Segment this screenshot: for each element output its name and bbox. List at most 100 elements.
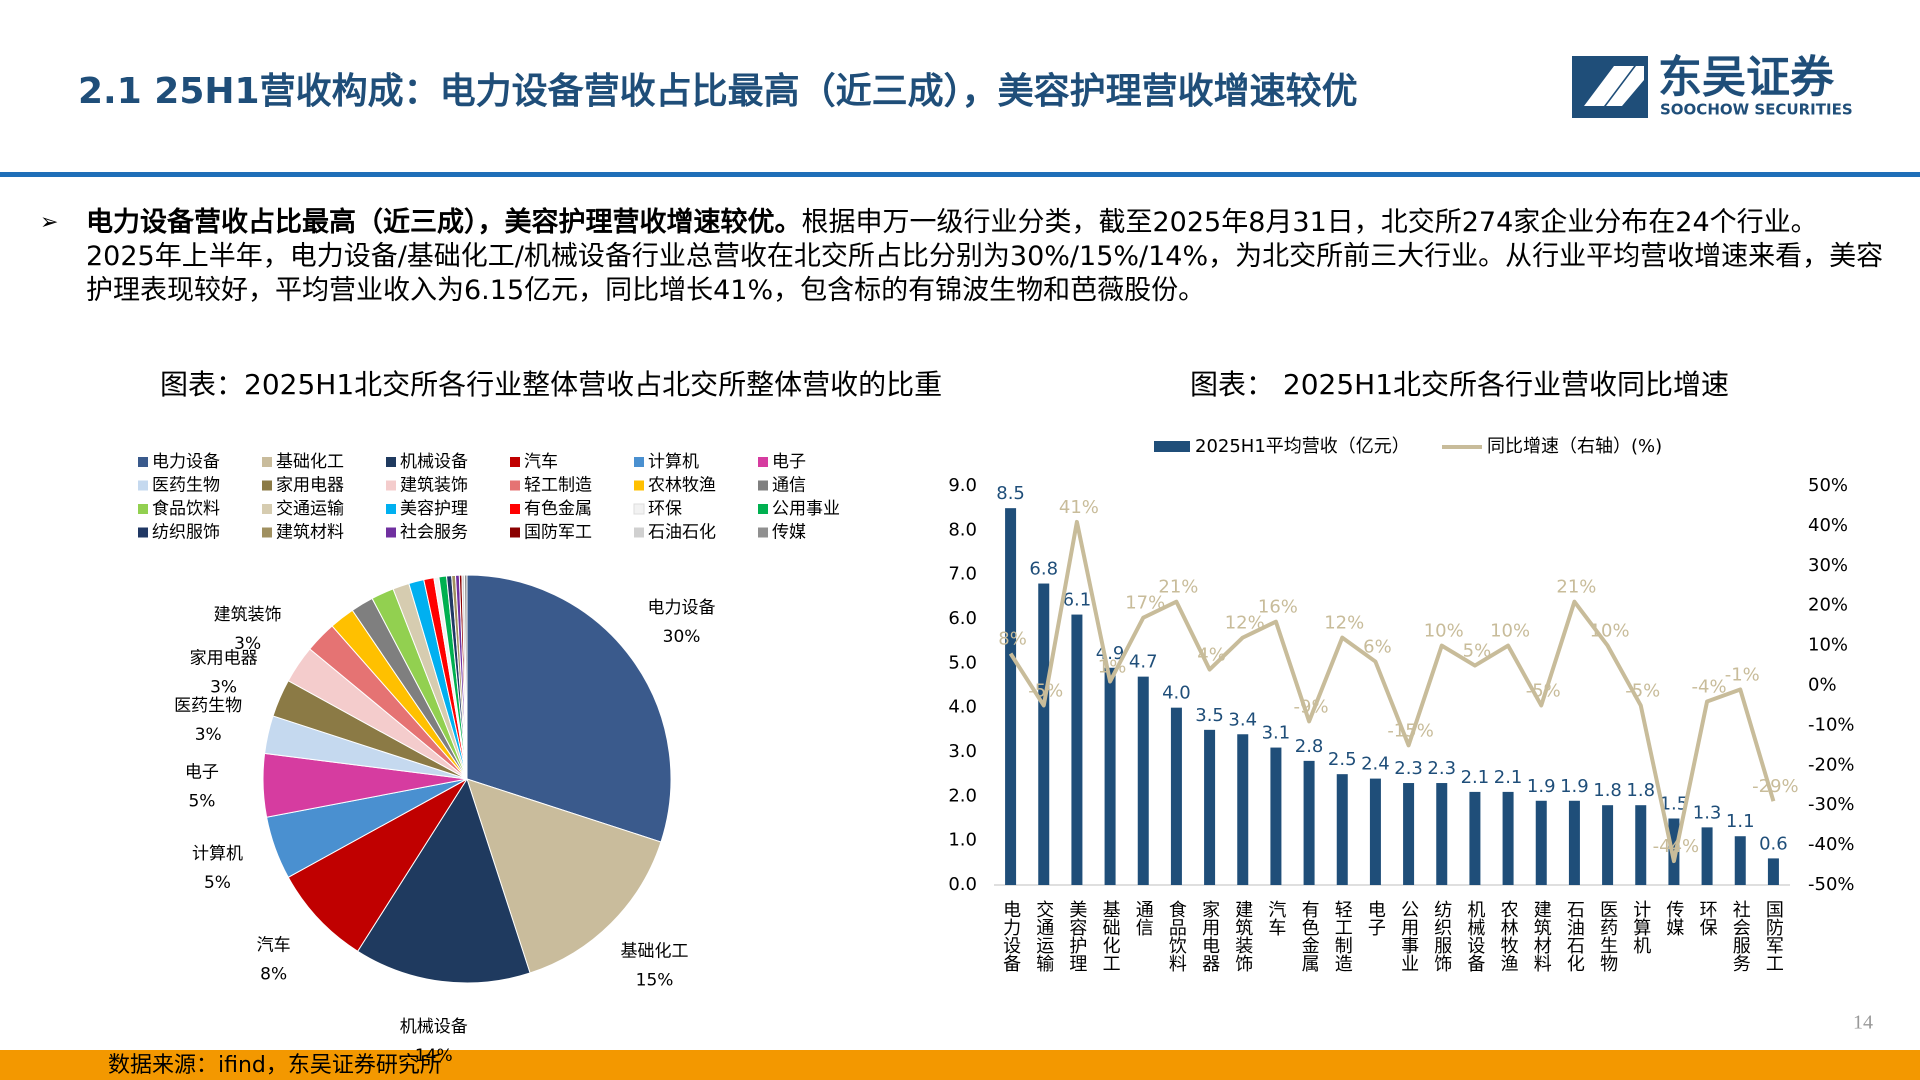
legend-label: 美容护理 bbox=[400, 499, 468, 519]
x-tick-label: 通信 bbox=[1133, 900, 1154, 936]
y-tick-label: 5.0 bbox=[948, 652, 977, 673]
legend-swatch bbox=[386, 457, 396, 467]
y2-tick-label: -50% bbox=[1808, 874, 1855, 895]
y-tick-label: 2.0 bbox=[948, 785, 977, 806]
legend-label: 电子 bbox=[772, 452, 806, 472]
y2-tick-label: 10% bbox=[1808, 635, 1848, 656]
x-tick-label: 建筑装饰 bbox=[1232, 900, 1253, 972]
legend-swatch bbox=[510, 504, 520, 514]
legend-label: 汽车 bbox=[524, 452, 558, 472]
line-label: 16% bbox=[1258, 597, 1298, 618]
slice-category: 基础化工 bbox=[621, 942, 689, 962]
line-label: 10% bbox=[1590, 621, 1630, 642]
x-tick-label: 电子 bbox=[1365, 900, 1386, 936]
y2-tick-label: 50% bbox=[1808, 475, 1848, 496]
bar bbox=[1137, 676, 1149, 885]
slice-category: 电力设备 bbox=[648, 598, 716, 618]
legend-label: 纺织服饰 bbox=[152, 523, 220, 543]
x-tick-label: 社会服务 bbox=[1730, 900, 1751, 972]
legend-label: 通信 bbox=[772, 476, 806, 496]
legend-swatch bbox=[758, 480, 768, 491]
x-tick-label: 农林牧渔 bbox=[1498, 900, 1519, 972]
bar bbox=[1270, 747, 1282, 885]
x-tick-label: 国防军工 bbox=[1763, 900, 1784, 972]
legend-label: 社会服务 bbox=[400, 523, 468, 543]
y2-tick-label: -10% bbox=[1808, 714, 1855, 735]
slice-category: 汽车 bbox=[257, 936, 291, 956]
y-tick-label: 1.0 bbox=[948, 830, 977, 851]
legend-label: 食品饮料 bbox=[152, 499, 220, 519]
bar bbox=[1071, 614, 1083, 885]
line-label: 12% bbox=[1324, 613, 1364, 634]
bar-label: 6.8 bbox=[1029, 559, 1058, 580]
legend-label: 公用事业 bbox=[772, 499, 840, 519]
bar-label: 1.9 bbox=[1527, 776, 1556, 797]
line-label: 8% bbox=[998, 629, 1027, 650]
x-tick-label: 传媒 bbox=[1663, 900, 1684, 936]
slice-label: 14% bbox=[415, 1046, 453, 1066]
legend-swatch bbox=[1154, 441, 1190, 452]
legend-label: 计算机 bbox=[648, 452, 699, 472]
line-series bbox=[1008, 519, 1776, 864]
bar bbox=[1104, 667, 1116, 885]
header-rule bbox=[0, 172, 1920, 177]
bullet-bold: 电力设备营收占比最高（近三成），美容护理营收增速较优。 bbox=[86, 207, 802, 238]
bar bbox=[1005, 508, 1017, 885]
line-label: -15% bbox=[1387, 720, 1434, 741]
legend-label: 机械设备 bbox=[400, 452, 468, 472]
line-label: 1% bbox=[1098, 657, 1127, 678]
slice-label: 3% bbox=[195, 725, 222, 745]
legend-label: 有色金属 bbox=[524, 499, 592, 519]
slice-label: 3% bbox=[210, 678, 237, 698]
bar bbox=[1038, 583, 1050, 885]
slice-label: 5% bbox=[204, 873, 231, 893]
x-tick-label: 电力设备 bbox=[1000, 900, 1021, 972]
bar-label: 1.5 bbox=[1660, 794, 1689, 815]
source-note: 数据来源：ifind，东吴证券研究所 bbox=[108, 1053, 442, 1078]
legend-swatch bbox=[138, 504, 148, 514]
bar-label: 2.3 bbox=[1394, 758, 1423, 779]
line-label: 41% bbox=[1059, 497, 1099, 518]
legend-swatch bbox=[634, 480, 644, 491]
slice-category: 计算机 bbox=[192, 844, 243, 864]
legend-swatch bbox=[262, 527, 272, 538]
bar bbox=[1734, 836, 1746, 885]
logo-text: 东吴证券 bbox=[1658, 52, 1835, 103]
slice-category: 电子 bbox=[185, 762, 219, 782]
bar bbox=[1237, 734, 1249, 885]
bar bbox=[1535, 800, 1547, 885]
chart-title: 图表：2025H1北交所各行业整体营收占北交所整体营收的比重 bbox=[160, 368, 942, 401]
slice-label: 30% bbox=[663, 627, 701, 647]
bar-label: 1.8 bbox=[1593, 780, 1622, 801]
slice-label: 8% bbox=[260, 965, 287, 985]
line-label: -4% bbox=[1692, 676, 1727, 697]
legend-label: 传媒 bbox=[772, 523, 806, 543]
bar bbox=[1502, 791, 1514, 885]
pie-slice bbox=[466, 778, 662, 974]
pie-slice bbox=[287, 778, 468, 952]
slice-category: 建筑装饰 bbox=[214, 605, 282, 625]
x-tick-label: 轻工制造 bbox=[1332, 900, 1353, 972]
footer-band bbox=[0, 1050, 1920, 1080]
bar-label: 4.0 bbox=[1162, 683, 1191, 704]
bar bbox=[1568, 800, 1580, 885]
bar-label: 3.4 bbox=[1228, 709, 1257, 730]
legend-swatch bbox=[758, 504, 768, 514]
line-label: 10% bbox=[1424, 621, 1464, 642]
y2-tick-label: -20% bbox=[1808, 754, 1855, 775]
bar-label: 1.9 bbox=[1560, 776, 1589, 797]
bar-label: 1.8 bbox=[1626, 780, 1655, 801]
bar bbox=[1635, 805, 1647, 885]
legend-swatch bbox=[634, 527, 644, 538]
x-tick-label: 交通运输 bbox=[1033, 900, 1054, 973]
legend-swatch bbox=[138, 457, 148, 467]
legend-label: 建筑材料 bbox=[276, 523, 344, 543]
pie-slice bbox=[357, 777, 531, 984]
legend-label: 建筑装饰 bbox=[400, 476, 468, 496]
slice-category: 家用电器 bbox=[190, 649, 258, 669]
legend-label: 环保 bbox=[648, 499, 682, 519]
x-tick-label: 有色金属 bbox=[1299, 900, 1320, 972]
legend-swatch bbox=[634, 457, 644, 467]
x-tick-label: 机械设备 bbox=[1464, 900, 1485, 972]
